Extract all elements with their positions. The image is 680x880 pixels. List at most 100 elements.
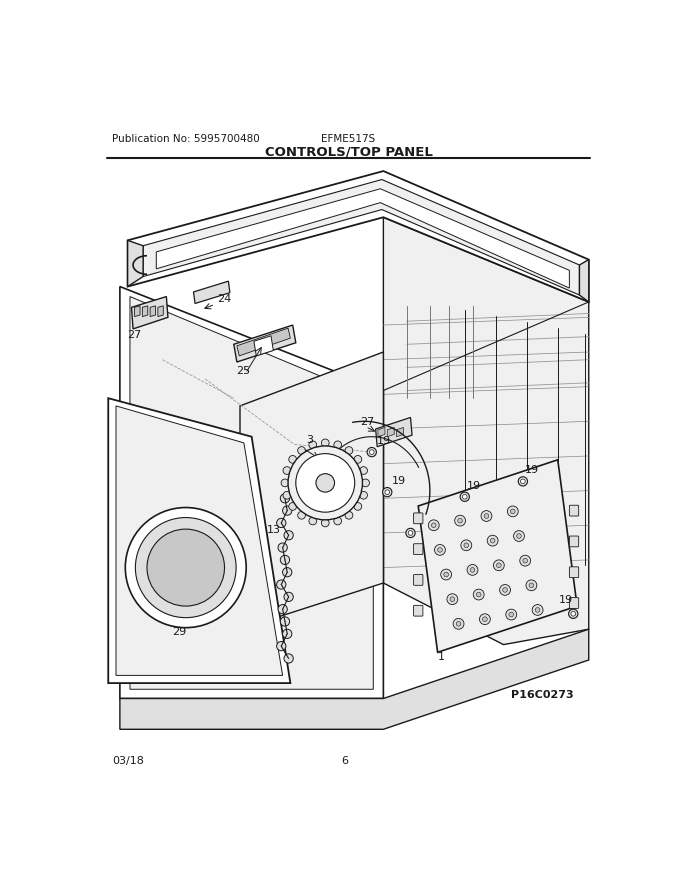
Circle shape [147, 529, 224, 606]
Circle shape [483, 617, 488, 621]
Text: 1: 1 [438, 652, 445, 662]
Polygon shape [254, 336, 273, 356]
Text: 6: 6 [341, 756, 348, 766]
Polygon shape [396, 428, 403, 436]
Text: 25: 25 [236, 365, 250, 376]
Polygon shape [120, 629, 589, 730]
Circle shape [281, 479, 289, 487]
Circle shape [283, 568, 292, 577]
Circle shape [490, 539, 495, 543]
Text: 19: 19 [559, 595, 573, 605]
Circle shape [284, 592, 293, 602]
Circle shape [277, 518, 286, 528]
Circle shape [518, 477, 528, 486]
Polygon shape [579, 260, 589, 302]
Circle shape [296, 454, 355, 512]
Circle shape [507, 506, 518, 517]
Polygon shape [375, 417, 412, 447]
Text: 19: 19 [392, 476, 406, 487]
Circle shape [470, 568, 475, 572]
Text: 13: 13 [267, 525, 281, 535]
Text: 24: 24 [217, 294, 231, 304]
FancyBboxPatch shape [413, 544, 423, 554]
Circle shape [517, 533, 522, 539]
Circle shape [473, 590, 484, 600]
Circle shape [277, 580, 286, 590]
Polygon shape [116, 406, 283, 676]
Polygon shape [387, 428, 394, 436]
Polygon shape [240, 352, 384, 629]
Circle shape [354, 456, 362, 463]
Circle shape [289, 456, 296, 463]
Circle shape [467, 565, 478, 576]
Circle shape [283, 491, 291, 499]
Circle shape [520, 555, 530, 566]
Circle shape [360, 466, 367, 474]
Circle shape [135, 517, 236, 618]
Circle shape [521, 479, 525, 484]
Circle shape [477, 592, 481, 597]
Polygon shape [150, 306, 156, 317]
Circle shape [450, 597, 455, 602]
Circle shape [385, 490, 390, 495]
FancyBboxPatch shape [569, 536, 579, 546]
Text: 19: 19 [377, 436, 390, 446]
Circle shape [456, 621, 461, 627]
Text: 29: 29 [172, 627, 186, 637]
Text: 27: 27 [360, 417, 375, 427]
Circle shape [568, 609, 578, 619]
Circle shape [523, 558, 528, 563]
Polygon shape [135, 306, 140, 317]
Circle shape [367, 447, 377, 457]
Circle shape [354, 502, 362, 510]
Circle shape [278, 605, 288, 614]
Circle shape [447, 594, 458, 605]
Circle shape [503, 588, 507, 592]
Circle shape [509, 612, 513, 617]
Circle shape [494, 560, 505, 570]
Polygon shape [158, 306, 163, 317]
Circle shape [431, 523, 436, 528]
Circle shape [362, 479, 369, 487]
FancyBboxPatch shape [413, 605, 423, 616]
Circle shape [488, 535, 498, 546]
Circle shape [408, 531, 413, 535]
Polygon shape [130, 297, 373, 689]
Circle shape [280, 617, 290, 627]
Circle shape [461, 539, 472, 551]
Circle shape [284, 654, 293, 664]
Circle shape [309, 441, 317, 449]
Text: 19: 19 [525, 465, 539, 475]
Circle shape [280, 555, 290, 565]
Circle shape [283, 629, 292, 639]
FancyBboxPatch shape [569, 567, 579, 577]
Circle shape [500, 584, 511, 595]
Polygon shape [234, 325, 296, 362]
Polygon shape [143, 180, 579, 295]
Circle shape [406, 528, 415, 538]
Circle shape [298, 447, 305, 454]
Circle shape [484, 514, 489, 518]
Circle shape [462, 495, 467, 499]
Polygon shape [142, 306, 148, 317]
Circle shape [481, 510, 492, 521]
Circle shape [438, 547, 442, 553]
Circle shape [283, 506, 292, 516]
Circle shape [479, 614, 490, 625]
Circle shape [289, 502, 296, 510]
Circle shape [360, 491, 367, 499]
Polygon shape [128, 240, 143, 287]
Circle shape [511, 509, 515, 514]
Polygon shape [237, 328, 290, 356]
Polygon shape [194, 282, 230, 304]
Polygon shape [120, 287, 384, 699]
Polygon shape [156, 188, 569, 288]
Polygon shape [384, 217, 589, 644]
Circle shape [460, 492, 469, 502]
Text: 3: 3 [306, 435, 313, 445]
Text: EFME517S: EFME517S [322, 134, 375, 143]
Circle shape [496, 563, 501, 568]
Polygon shape [128, 171, 589, 302]
Polygon shape [131, 297, 168, 329]
Circle shape [535, 607, 540, 612]
